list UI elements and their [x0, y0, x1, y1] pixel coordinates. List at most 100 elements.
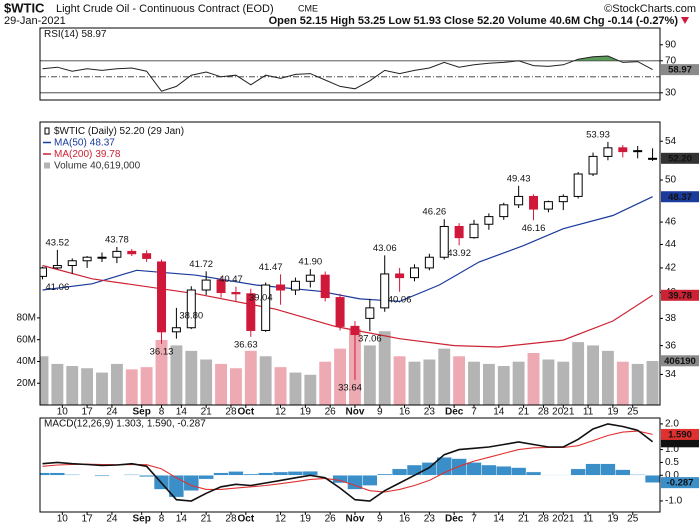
candle-body: [335, 297, 345, 327]
x-tick-label: Dec: [445, 514, 464, 525]
candle-body: [52, 265, 62, 269]
x-tick-label: 8: [159, 407, 165, 418]
histogram-bar: [406, 464, 423, 476]
volume-bar: [646, 360, 660, 405]
legend-text: Volume 40,619,000: [54, 160, 141, 171]
annotation: 46.16: [522, 223, 546, 234]
annotation: 37.06: [358, 334, 382, 345]
x-tick-label: Dec: [445, 407, 464, 418]
x-tick-label: 14: [493, 407, 505, 418]
histogram-bar: [213, 472, 229, 476]
candle-body: [112, 250, 122, 258]
x-tick-label: 17: [82, 407, 94, 418]
histogram-bar: [272, 471, 289, 476]
candle-body: [618, 147, 628, 153]
volume-bar: [259, 355, 273, 405]
volume-bar: [65, 365, 79, 405]
annotation: 41.90: [298, 257, 322, 268]
histogram-bar: [49, 472, 65, 476]
volume-bar: [274, 366, 288, 405]
candle-body: [454, 225, 464, 239]
macd-box: [661, 436, 699, 448]
histogram-bar: [555, 474, 571, 476]
y-tick-label: 42: [665, 263, 677, 274]
histogram-bar: [585, 463, 601, 476]
volume-bar: [378, 330, 392, 405]
histogram-bar: [615, 469, 631, 476]
y-tick-label: 36: [665, 340, 677, 351]
candle-body: [127, 250, 137, 255]
candle-body: [97, 256, 107, 259]
volume-tick-label: 80M: [17, 313, 36, 324]
candle-body: [588, 155, 598, 175]
candle-body: [157, 261, 167, 333]
y-tick-label: 46: [665, 217, 677, 228]
panel-frame: [39, 417, 661, 513]
candle-body: [424, 256, 434, 269]
x-tick-label: 28: [225, 514, 237, 525]
x-tick-label: 19: [300, 514, 312, 525]
rsi-box-label: 58.97: [668, 65, 692, 76]
x-tick-label: Nov: [346, 407, 365, 418]
candle-body: [171, 327, 181, 333]
x-tick-label: 26: [325, 514, 337, 525]
histogram-bar: [421, 462, 438, 476]
indicator-legend: RSI(14) 58.97: [44, 29, 107, 40]
rsi-line: [42, 55, 653, 92]
y-tick-label: 0.0: [665, 470, 679, 481]
legend-ma: MA(200) 39.78: [54, 149, 121, 160]
candle-body: [350, 325, 360, 336]
overbought-fill: [42, 56, 653, 61]
legend-swatch: [44, 127, 50, 135]
x-tick-label: 10: [57, 514, 69, 525]
x-tick-label: 28: [538, 514, 550, 525]
x-tick-label: 25: [627, 407, 639, 418]
volume-bar: [363, 344, 377, 405]
histogram-bar: [377, 473, 393, 476]
legend-text: MA(50): [54, 137, 87, 148]
volume-bar: [452, 355, 466, 405]
ma-box-label: 39.78: [668, 290, 692, 301]
macd-box: [661, 477, 699, 489]
price-marks: [40, 141, 660, 405]
annotation: 33.64: [338, 382, 362, 393]
x-tick-label: 28: [538, 407, 550, 418]
volume-bar: [422, 359, 436, 405]
volume-bar: [229, 367, 243, 405]
x-tick-label: 21: [201, 514, 213, 525]
candle-body: [231, 292, 241, 295]
candle-body: [380, 273, 390, 309]
legend-price: $WTIC (Daily) 52.20 (29 Jan): [54, 126, 184, 137]
histogram-bar: [124, 474, 140, 476]
x-tick-label: 14: [176, 514, 188, 525]
histogram-bar: [391, 468, 408, 476]
histogram-bar: [94, 475, 110, 477]
date: 29-Jan-2021: [4, 15, 66, 27]
histogram-bar: [258, 472, 274, 476]
legend-swatch: [44, 162, 50, 169]
histogram-bar: [511, 467, 527, 476]
exchange: CME: [298, 3, 318, 13]
volume-bar: [333, 348, 347, 405]
candle-body: [276, 284, 286, 291]
candle-body: [365, 307, 375, 319]
candle-body: [142, 253, 152, 259]
y-tick-label: 90: [665, 39, 677, 50]
macd-line: [42, 423, 654, 502]
candle-body: [305, 274, 315, 282]
x-tick-label: 19: [607, 514, 619, 525]
panel-frame: [39, 121, 661, 406]
x-tick-label: 24: [106, 407, 118, 418]
symbol: $WTIC: [4, 0, 45, 15]
histogram-bar: [198, 475, 214, 480]
x-tick-label: 11: [583, 407, 594, 418]
volume-bar: [199, 359, 213, 405]
legend-text: $WTIC (Daily) 52.20 (29 Jan): [54, 126, 184, 137]
y-tick-label: 70: [665, 55, 677, 66]
annotation: 36.63: [234, 339, 258, 350]
rsi-box: [661, 64, 699, 76]
moving-average-line: [42, 196, 653, 303]
histogram-bar: [525, 471, 542, 476]
macd-box-label: 1.303: [668, 437, 692, 448]
